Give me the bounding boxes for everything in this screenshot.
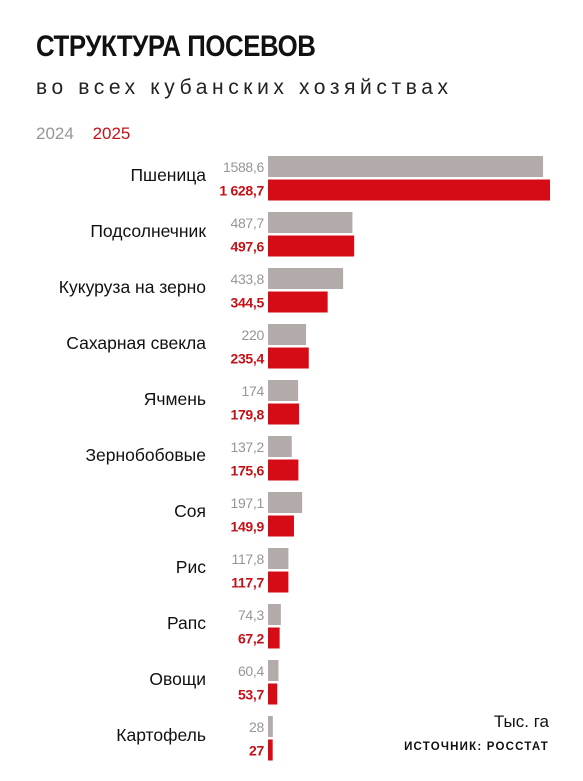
bar-2025-0 xyxy=(268,179,550,201)
bar-2024-9 xyxy=(268,660,279,681)
bar-2024-1 xyxy=(268,212,353,233)
bar-2024-8 xyxy=(268,604,281,625)
value-label-2024: 74,3 xyxy=(238,607,265,623)
source-note: ИСТОЧНИК: РОССТАТ xyxy=(404,741,549,753)
value-label-2024: 60,4 xyxy=(238,663,265,679)
category-label: Сахарная свекла xyxy=(66,333,206,353)
bar-2025-8 xyxy=(268,627,280,649)
bar-2024-6 xyxy=(268,492,303,513)
value-label-2025: 235,4 xyxy=(230,351,264,367)
value-label-2024: 137,2 xyxy=(230,439,264,455)
value-label-2025: 67,2 xyxy=(238,631,265,647)
value-label-2025: 1 628,7 xyxy=(219,183,264,199)
value-label-2024: 1588,6 xyxy=(223,159,265,175)
bar-2024-2 xyxy=(268,268,344,289)
value-label-2024: 487,7 xyxy=(230,215,264,231)
legend-item-2025: 2025 xyxy=(92,124,131,143)
bar-2025-7 xyxy=(268,571,289,593)
category-label: Подсолнечник xyxy=(90,221,206,241)
value-label-2025: 179,8 xyxy=(230,407,264,423)
value-label-2024: 117,8 xyxy=(232,551,265,567)
category-label: Рис xyxy=(176,557,206,577)
bar-2024-4 xyxy=(268,380,299,401)
bar-2025-4 xyxy=(268,403,300,425)
chart-subtitle: во всех кубанских хозяйствах xyxy=(36,76,453,99)
category-label: Овощи xyxy=(149,669,206,689)
bar-2025-1 xyxy=(268,235,355,257)
value-label-2024: 220 xyxy=(242,327,265,343)
value-label-2025: 53,7 xyxy=(238,687,265,703)
category-label: Картофель xyxy=(116,725,206,745)
category-label: Зернобобовые xyxy=(85,445,206,465)
bar-2025-10 xyxy=(268,739,273,761)
bar-2024-5 xyxy=(268,436,292,457)
bar-2024-10 xyxy=(268,716,273,737)
category-label: Кукуруза на зерно xyxy=(59,277,206,297)
bar-2024-3 xyxy=(268,324,307,345)
value-label-2025: 497,6 xyxy=(230,239,264,255)
unit-label: Тыс. га xyxy=(493,712,549,731)
category-label: Ячмень xyxy=(144,389,206,409)
bar-2024-7 xyxy=(268,548,289,569)
value-label-2024: 433,8 xyxy=(230,271,264,287)
value-label-2025: 344,5 xyxy=(230,295,264,311)
bar-2025-5 xyxy=(268,459,299,481)
value-label-2024: 174 xyxy=(242,383,265,399)
value-label-2025: 149,9 xyxy=(230,519,264,535)
value-label-2025: 117,7 xyxy=(231,575,264,591)
bar-2025-6 xyxy=(268,515,294,537)
legend: 2024 2025 xyxy=(36,124,144,144)
value-label-2024: 28 xyxy=(249,719,264,735)
chart-title: СТРУКТУРА ПОСЕВОВ xyxy=(36,30,316,63)
category-label: Пшеница xyxy=(130,165,206,185)
bar-2024-0 xyxy=(268,156,544,177)
category-label: Рапс xyxy=(167,613,206,633)
bar-2025-2 xyxy=(268,291,328,313)
category-label: Соя xyxy=(174,501,206,521)
value-label-2025: 27 xyxy=(249,743,264,759)
legend-item-2024: 2024 xyxy=(36,124,74,143)
value-label-2025: 175,6 xyxy=(230,463,264,479)
bar-2025-9 xyxy=(268,683,278,705)
bar-2025-3 xyxy=(268,347,309,369)
value-label-2024: 197,1 xyxy=(230,495,264,511)
